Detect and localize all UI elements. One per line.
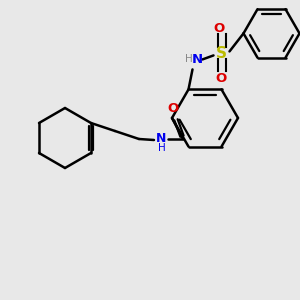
Text: N: N [156,133,166,146]
Text: S: S [216,46,227,61]
Text: O: O [214,22,225,35]
Text: O: O [216,72,227,85]
Text: H: H [184,54,192,64]
Text: H: H [158,143,166,153]
Text: N: N [192,53,203,66]
Text: O: O [167,101,178,115]
